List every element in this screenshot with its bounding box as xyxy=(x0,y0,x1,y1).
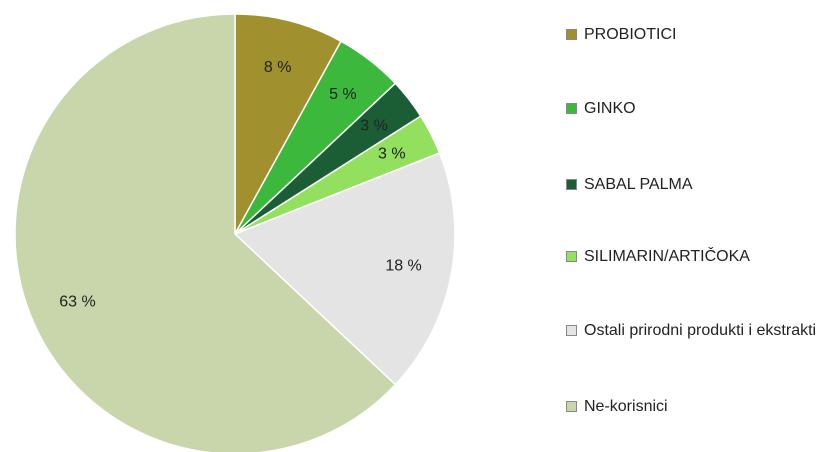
legend-item: Ostali prirodni produkti i ekstrakti xyxy=(566,320,828,342)
legend-swatch xyxy=(566,29,577,40)
legend-label: GINKO xyxy=(584,100,636,117)
legend-item: GINKO xyxy=(566,98,828,120)
legend-swatch xyxy=(566,325,577,336)
data-label: 5 % xyxy=(329,86,357,103)
data-label: 63 % xyxy=(59,293,95,310)
legend-item: SABAL PALMA xyxy=(566,174,828,196)
legend-item: PROBIOTICI xyxy=(566,24,828,46)
data-label: 8 % xyxy=(264,59,292,76)
legend-swatch xyxy=(566,251,577,262)
data-label: 18 % xyxy=(385,257,421,274)
chart: 8 %5 %3 %3 %18 %63 % xyxy=(14,13,456,452)
pie-slice xyxy=(233,152,456,386)
legend-item: SILIMARIN/ARTIČOKA xyxy=(566,246,828,268)
data-label: 3 % xyxy=(378,145,406,162)
pie-slice xyxy=(14,13,397,452)
data-label: 3 % xyxy=(360,117,388,134)
pie-slice xyxy=(234,13,343,235)
legend-swatch xyxy=(566,401,577,412)
legend-item: Ne-korisnici xyxy=(566,396,828,418)
legend-label: PROBIOTICI xyxy=(584,26,677,43)
legend-label: SILIMARIN/ARTIČOKA xyxy=(584,248,750,265)
legend-swatch xyxy=(566,179,577,190)
legend-label: Ne-korisnici xyxy=(584,398,668,415)
legend-label: Ostali prirodni produkti i ekstrakti xyxy=(584,322,817,339)
legend-label: SABAL PALMA xyxy=(584,176,693,193)
legend: PROBIOTICI GINKO SABAL PALMA SILIMARIN/ARTI… xyxy=(566,0,830,452)
legend-swatch xyxy=(566,103,577,114)
